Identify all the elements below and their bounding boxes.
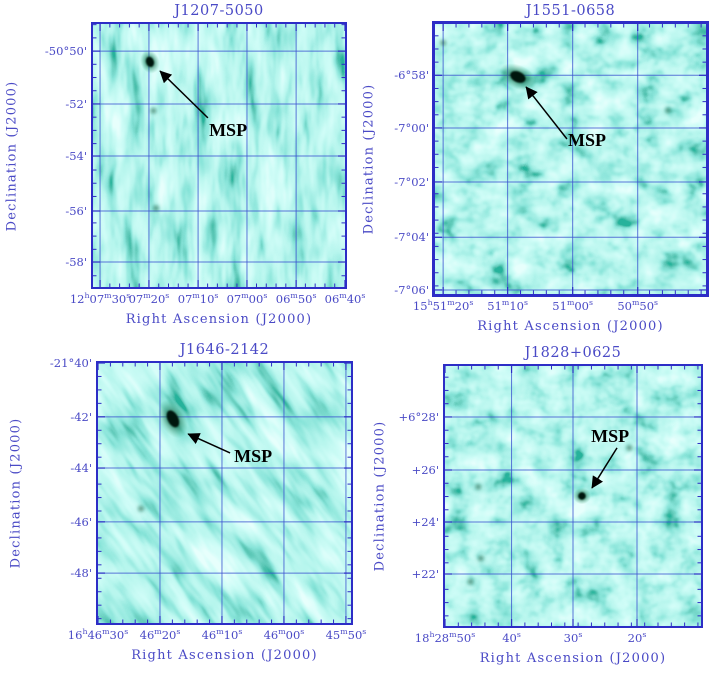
- y-tick-label: -44': [70, 461, 92, 476]
- plot-area-2: MSP: [432, 21, 709, 297]
- sky-map: MSP: [98, 363, 351, 623]
- x-tick-label: 46m20s: [139, 627, 181, 642]
- y-tick-label: -46': [70, 514, 92, 529]
- msp-source-blob: [510, 71, 526, 83]
- x-tick-label: 18h28m50s: [414, 630, 476, 645]
- y-tick-label: +26': [411, 463, 439, 477]
- y-tick-label: -7°06': [394, 282, 429, 297]
- x-tick-label: 50m50s: [617, 298, 659, 313]
- y-tick-label: -58': [65, 255, 87, 269]
- x-tick-label: 07m00s: [226, 291, 268, 306]
- sky-map: MSP: [93, 24, 345, 287]
- y-tick-label: -42': [70, 409, 92, 424]
- msp-arrow: [591, 447, 618, 489]
- y-tick-label: -7°02': [394, 174, 429, 189]
- y-tick-label: +22': [411, 567, 439, 581]
- noise-dark-spot: [665, 107, 672, 114]
- msp-arrow: [187, 433, 231, 454]
- msp-annotation: MSP: [209, 120, 247, 140]
- y-tick-label: -52': [65, 96, 87, 111]
- y-tick-label: -21°40': [49, 356, 92, 370]
- plot-area-3: MSP: [96, 361, 353, 625]
- x-tick-label: 07m10s: [177, 291, 219, 306]
- x-tick-label: 06m40s: [324, 291, 366, 306]
- x-tick-label: 06m50s: [275, 291, 317, 306]
- x-tick-label: 51m00s: [552, 298, 594, 313]
- x-tick-label: 40s: [502, 630, 521, 645]
- msp-source-blob: [578, 492, 586, 500]
- y-tick-label: -50°50': [44, 44, 87, 59]
- x-tick-label: 46m00s: [263, 627, 305, 642]
- x-tick-label: 15h51m20s: [412, 298, 474, 313]
- noise-dark-spot: [467, 578, 474, 585]
- x-axis-label: Right Ascension (J2000): [125, 312, 313, 327]
- x-tick-label: 07m20s: [128, 291, 170, 306]
- y-axis-label: Declination (J2000): [4, 80, 20, 231]
- x-tick-label: 51m10s: [487, 298, 528, 313]
- x-tick-label: 30s: [563, 630, 583, 645]
- y-tick-label: -7°04': [394, 230, 429, 245]
- sky-map: MSP: [445, 366, 701, 626]
- y-axis-label: Declination (J2000): [361, 83, 377, 235]
- noise-dark-spot: [150, 107, 157, 114]
- x-tick-label: 20s: [627, 630, 647, 645]
- x-tick-label: 46m10s: [201, 627, 243, 642]
- y-tick-label: -54': [65, 149, 87, 164]
- y-tick-label: +24': [411, 515, 439, 529]
- msp-arrow: [525, 86, 568, 140]
- plot-area-4: MSP: [443, 364, 703, 628]
- x-axis-label: Right Ascension (J2000): [479, 651, 667, 666]
- noise-dark-spot: [626, 444, 633, 451]
- y-tick-label: -7°00': [394, 120, 429, 135]
- msp-source-blob: [145, 56, 154, 67]
- y-tick-label: -56': [65, 203, 87, 218]
- noise-dark-spot: [440, 39, 447, 46]
- y-tick-label: -48': [70, 566, 92, 581]
- panel-title-1: J1207-5050: [174, 3, 264, 19]
- x-tick-label: 16h46m30s: [67, 627, 129, 642]
- x-tick-label: 45m50s: [325, 627, 367, 642]
- msp-arrow: [159, 70, 209, 119]
- noise-dark-spot: [475, 483, 482, 490]
- noise-dark-spot: [138, 505, 145, 512]
- noise-dark-spot: [153, 205, 159, 212]
- x-axis-label: Right Ascension (J2000): [131, 648, 318, 663]
- y-axis-label: Declination (J2000): [372, 420, 388, 572]
- msp-annotation: MSP: [568, 130, 606, 150]
- msp-annotation: MSP: [591, 426, 629, 446]
- msp-annotation: MSP: [234, 446, 272, 466]
- panel-title-4: J1828+0625: [524, 345, 622, 361]
- y-axis-label: Declination (J2000): [8, 417, 24, 569]
- y-tick-label: -6°58': [394, 68, 429, 83]
- sky-map: MSP: [435, 24, 706, 294]
- x-axis-label: Right Ascension (J2000): [477, 319, 664, 334]
- msp-source-blob: [166, 410, 180, 428]
- panel-title-3: J1646-2142: [179, 342, 270, 358]
- y-tick-label: +6°28': [398, 409, 440, 424]
- plot-area-1: MSP: [91, 22, 347, 289]
- noise-dark-spot: [477, 555, 484, 562]
- panel-title-2: J1551-0658: [525, 3, 616, 19]
- x-tick-label: 12h07m30s: [69, 291, 131, 306]
